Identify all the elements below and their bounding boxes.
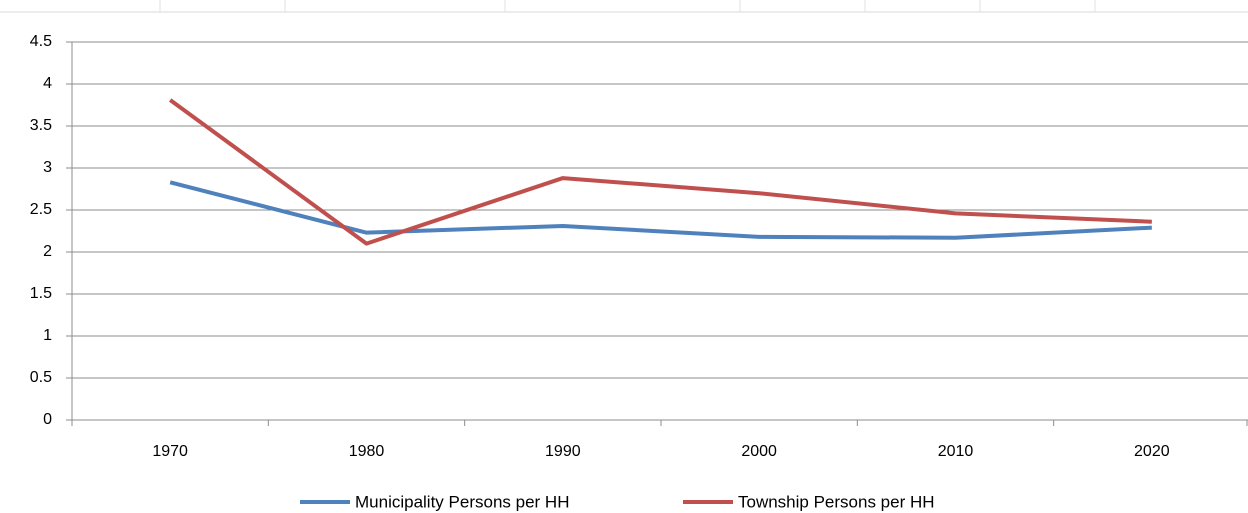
- y-tick-label: 0: [43, 411, 52, 428]
- y-tick-label: 3.5: [30, 117, 52, 134]
- x-tick-label: 1970: [152, 443, 188, 460]
- x-tick-label: 2020: [1134, 443, 1170, 460]
- y-tick-label: 2.5: [30, 201, 52, 218]
- legend-label: Township Persons per HH: [738, 492, 935, 511]
- y-tick-label: 4: [43, 75, 52, 92]
- y-tick-label: 0.5: [30, 369, 52, 386]
- x-tick-label: 1980: [349, 443, 385, 460]
- sheet-header: [0, 0, 1248, 13]
- y-tick-label: 2: [43, 243, 52, 260]
- y-tick-label: 1: [43, 327, 52, 344]
- legend-label: Municipality Persons per HH: [355, 492, 569, 511]
- series-line: [168, 98, 1152, 246]
- x-tick-label: 1990: [545, 443, 581, 460]
- x-tick-label: 2010: [938, 443, 974, 460]
- y-tick-label: 4.5: [30, 33, 52, 50]
- x-tick-label: 2000: [741, 443, 777, 460]
- y-tick-label: 1.5: [30, 285, 52, 302]
- series-line: [169, 180, 1152, 240]
- y-tick-label: 3: [43, 159, 52, 176]
